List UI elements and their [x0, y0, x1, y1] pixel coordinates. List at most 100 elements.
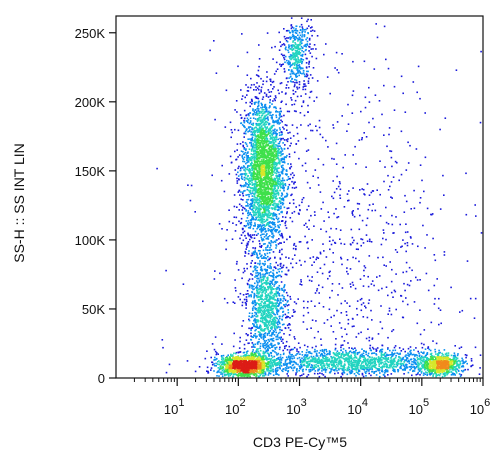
data-point: [302, 67, 304, 70]
data-point: [304, 354, 306, 357]
data-point: [455, 356, 458, 359]
data-point: [373, 352, 376, 354]
data-point: [300, 67, 303, 69]
data-point: [268, 110, 270, 113]
data-point: [319, 252, 322, 255]
data-point: [261, 233, 263, 236]
data-point: [379, 366, 382, 369]
data-point: [247, 165, 249, 167]
data-point: [383, 352, 386, 355]
data-point: [255, 124, 258, 126]
data-point: [274, 189, 277, 192]
data-point: [278, 123, 280, 125]
data-point: [262, 275, 265, 277]
data-point: [286, 373, 288, 375]
data-point: [299, 52, 302, 54]
data-point: [429, 372, 431, 375]
data-point: [255, 328, 257, 331]
data-point: [295, 25, 297, 28]
data-point: [298, 44, 301, 46]
data-point: [271, 368, 274, 371]
data-point: [297, 40, 299, 42]
data-point: [255, 294, 258, 297]
data-point: [297, 51, 299, 53]
data-point: [259, 119, 262, 121]
data-point: [473, 317, 476, 319]
data-point: [258, 116, 261, 119]
data-point: [255, 148, 258, 150]
data-point: [273, 218, 275, 221]
data-point: [322, 356, 324, 359]
data-point: [259, 276, 262, 279]
data-point: [259, 287, 261, 289]
data-point: [376, 359, 379, 361]
data-point: [249, 121, 252, 124]
data-point: [275, 172, 278, 175]
data-point: [252, 247, 254, 249]
data-point: [258, 272, 261, 275]
data-point: [291, 364, 294, 367]
data-point: [337, 71, 340, 74]
data-point: [268, 216, 271, 219]
data-point: [392, 296, 394, 298]
data-point: [269, 257, 272, 259]
data-point: [294, 63, 296, 65]
data-point: [265, 93, 268, 96]
data-point: [262, 119, 264, 121]
data-point: [406, 242, 409, 244]
data-point: [410, 367, 413, 370]
data-point: [291, 57, 293, 60]
data-point: [291, 64, 293, 66]
data-point: [264, 323, 266, 325]
data-point: [286, 363, 288, 365]
data-point: [306, 361, 309, 363]
data-point: [332, 127, 335, 129]
data-point: [308, 364, 311, 366]
data-point: [218, 360, 220, 362]
data-point: [276, 370, 278, 372]
data-point: [439, 351, 441, 354]
data-point: [302, 59, 305, 61]
data-point: [351, 365, 354, 367]
data-point: [287, 51, 290, 54]
data-point: [282, 370, 284, 373]
data-point: [326, 76, 329, 78]
data-point: [265, 257, 268, 260]
data-point: [291, 193, 293, 196]
data-point: [257, 216, 260, 218]
data-point: [209, 49, 211, 52]
data-point: [344, 353, 347, 356]
data-point: [285, 103, 287, 106]
data-point: [250, 273, 252, 275]
data-point: [378, 100, 381, 102]
data-point: [399, 357, 402, 359]
data-point: [291, 353, 293, 356]
data-point: [270, 226, 273, 229]
data-point: [278, 113, 281, 115]
data-point: [342, 344, 344, 346]
data-point: [432, 375, 434, 378]
data-point: [360, 238, 362, 240]
data-point: [438, 297, 440, 300]
data-point: [375, 357, 378, 359]
data-point: [332, 369, 335, 371]
data-point: [253, 323, 255, 326]
data-point: [278, 361, 280, 363]
data-point: [412, 363, 414, 366]
data-point: [376, 189, 378, 191]
data-point: [321, 136, 324, 139]
data-point: [259, 307, 262, 310]
data-point: [281, 289, 283, 291]
data-point: [385, 221, 388, 224]
data-point: [276, 327, 279, 329]
data-point: [366, 217, 369, 220]
data-point: [266, 246, 269, 248]
data-point: [254, 139, 256, 141]
data-point: [334, 343, 337, 346]
data-point: [310, 280, 313, 282]
data-point: [250, 145, 253, 147]
data-point: [368, 299, 371, 301]
data-point: [353, 352, 356, 355]
data-point: [252, 336, 254, 338]
data-point: [280, 232, 283, 235]
